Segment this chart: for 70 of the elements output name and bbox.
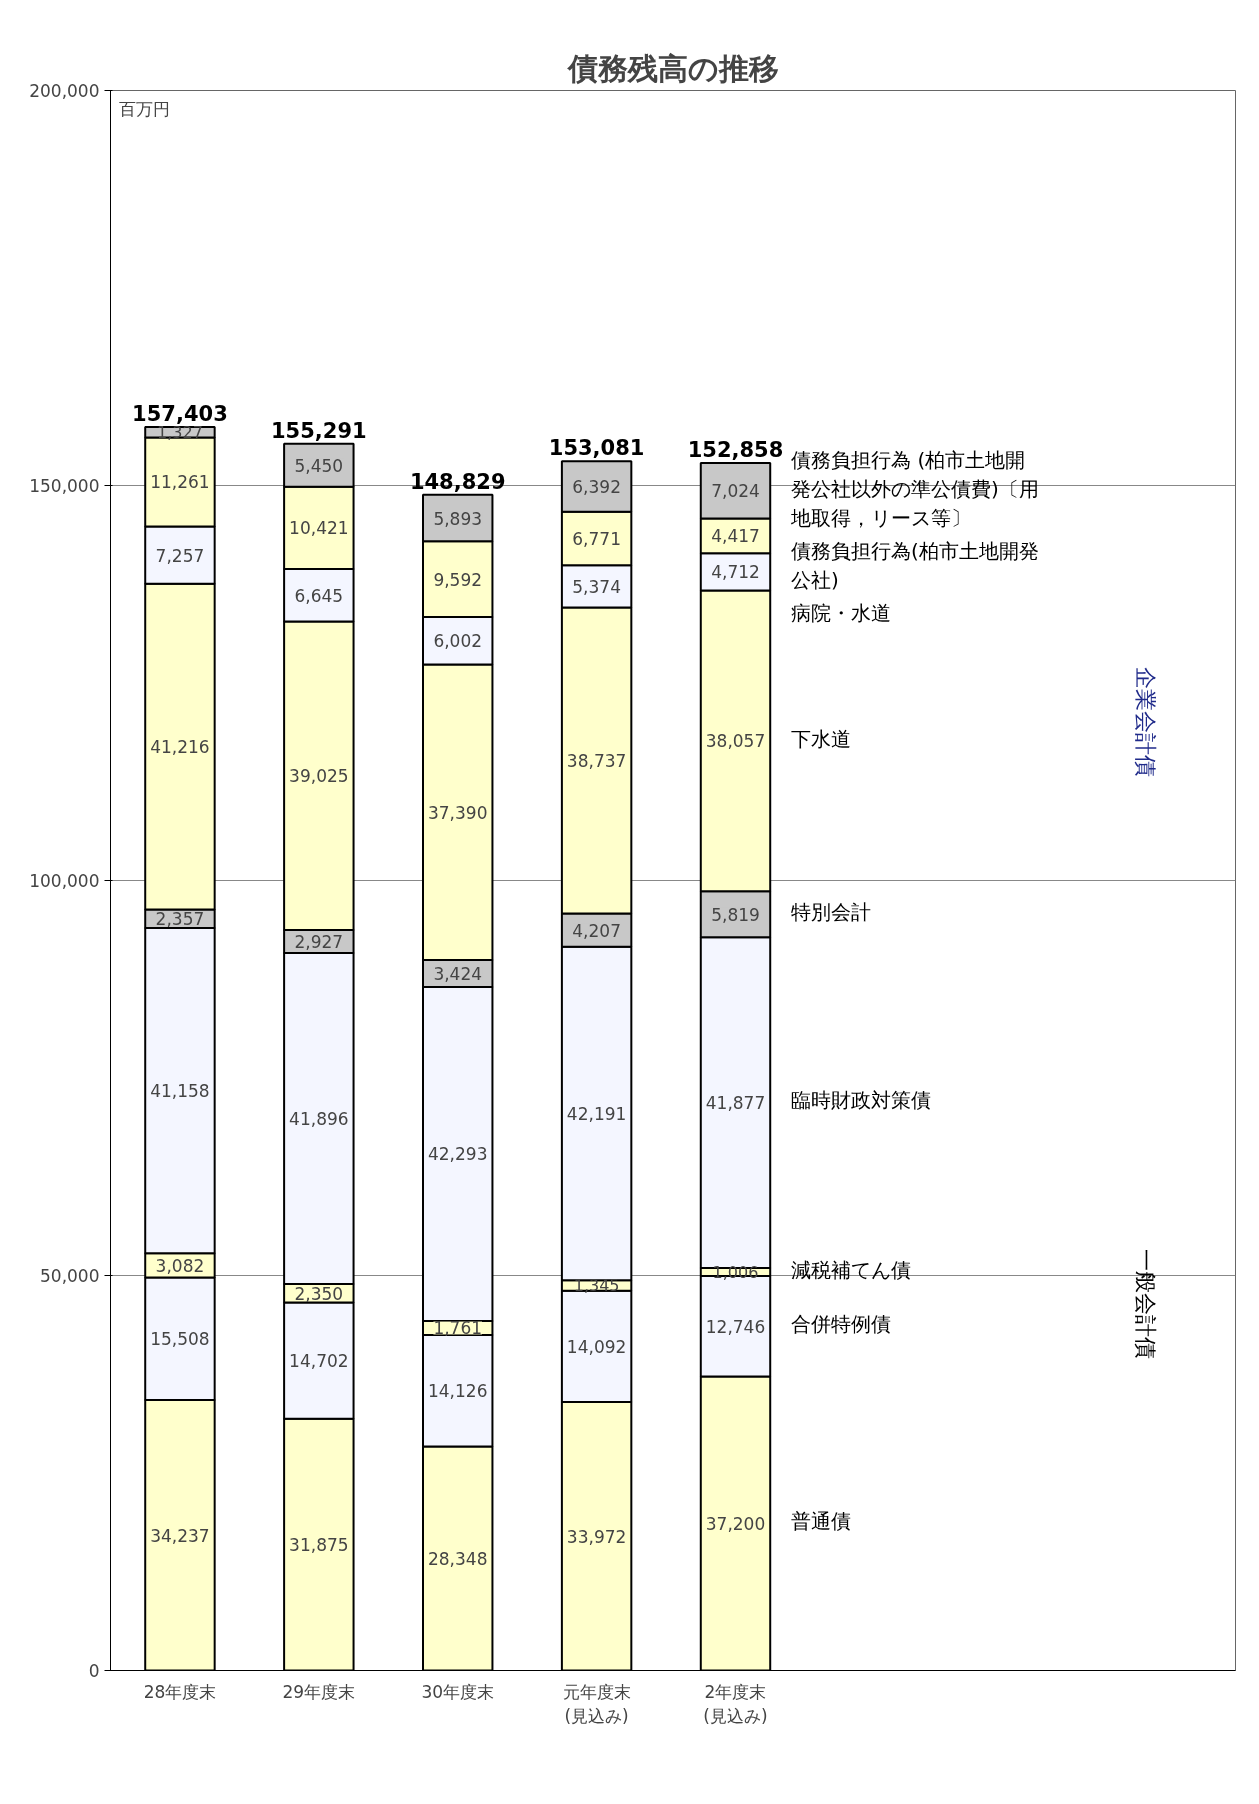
y-tick-label: 200,000 <box>29 81 100 101</box>
data-label: 5,893 <box>433 508 483 529</box>
data-label: 6,392 <box>572 476 621 497</box>
data-label: 37,200 <box>705 1514 766 1535</box>
data-label: 41,158 <box>150 1081 210 1102</box>
data-label: 5,374 <box>572 576 621 597</box>
data-label: 14,092 <box>566 1336 627 1357</box>
data-label: 10,421 <box>289 518 349 539</box>
x-tick-label: 元年度末 (見込み) <box>562 1681 631 1726</box>
data-label: 14,702 <box>289 1351 349 1372</box>
data-label: 37,390 <box>427 802 488 823</box>
x-tick-label: 2年度末 (見込み) <box>703 1681 768 1726</box>
data-label: 2,927 <box>294 931 344 952</box>
series-label: 下水道 <box>791 726 852 751</box>
total-label: 153,081 <box>548 436 645 461</box>
total-label: 155,291 <box>271 418 367 443</box>
x-tick-label: 30年度末 <box>421 1681 495 1702</box>
data-label: 5,450 <box>294 455 344 476</box>
y-tick-label: 0 <box>88 1661 100 1681</box>
data-label: 4,417 <box>711 526 760 547</box>
data-label: 2,350 <box>294 1283 344 1304</box>
chart-title: 債務残高の推移 <box>566 50 779 86</box>
data-label: 33,972 <box>566 1526 627 1547</box>
y-tick-label: 50,000 <box>40 1266 100 1286</box>
data-label: 14,126 <box>427 1381 488 1402</box>
data-label: 34,237 <box>150 1525 210 1546</box>
data-label: 4,712 <box>711 562 760 583</box>
data-label: 42,191 <box>566 1104 627 1125</box>
series-label: 合併特例債 <box>791 1312 892 1337</box>
data-label: 4,207 <box>572 920 621 941</box>
series-label: 普通債 <box>791 1509 852 1534</box>
total-label: 152,858 <box>687 437 784 462</box>
data-label: 6,002 <box>433 631 483 652</box>
series-label: 債務負担行為 (柏市土地開発公社以外の準公債費)〔用地取得，リース等〕 <box>790 448 1039 530</box>
data-label: 6,771 <box>572 528 621 549</box>
data-label: 12,746 <box>705 1316 766 1337</box>
series-label: 減税補てん債 <box>791 1257 912 1282</box>
data-label: 2,357 <box>155 909 205 930</box>
x-tick-label: 28年度末 <box>143 1681 217 1702</box>
data-label: 3,424 <box>433 963 483 984</box>
total-label: 157,403 <box>132 402 228 427</box>
y-tick-label: 150,000 <box>29 476 100 496</box>
data-label: 39,025 <box>289 766 349 787</box>
series-label: 債務負担行為(柏市土地開発公社) <box>791 538 1039 592</box>
text: 一般会計債 <box>1132 1248 1158 1359</box>
y-tick-label: 100,000 <box>29 871 100 891</box>
series-label: 特別会計 <box>791 899 872 924</box>
data-label: 41,877 <box>705 1093 766 1114</box>
series-label: 病院・水道 <box>791 601 892 626</box>
y-axis-title: 百万円 <box>118 98 170 119</box>
data-label: 15,508 <box>150 1329 210 1350</box>
data-label: 11,261 <box>150 472 210 493</box>
data-label: 28,348 <box>427 1549 488 1570</box>
data-label: 38,057 <box>705 731 766 752</box>
data-label: 42,293 <box>427 1144 488 1165</box>
data-label: 41,216 <box>150 737 210 758</box>
data-label: 6,645 <box>294 585 344 606</box>
x-tick-label: 29年度末 <box>282 1681 356 1702</box>
data-label: 38,737 <box>566 751 627 772</box>
text: 企業会計債 <box>1132 667 1158 778</box>
data-label: 9,592 <box>433 569 483 590</box>
data-label: 1,761 <box>433 1318 483 1339</box>
data-label: 31,875 <box>289 1535 349 1556</box>
data-label: 5,819 <box>711 904 760 925</box>
data-label: 7,024 <box>711 481 760 502</box>
series-label: 臨時財政対策債 <box>791 1088 932 1113</box>
data-label: 41,896 <box>289 1108 349 1129</box>
data-label: 3,082 <box>155 1255 205 1276</box>
data-label: 7,257 <box>155 545 205 566</box>
total-label: 148,829 <box>409 469 506 494</box>
